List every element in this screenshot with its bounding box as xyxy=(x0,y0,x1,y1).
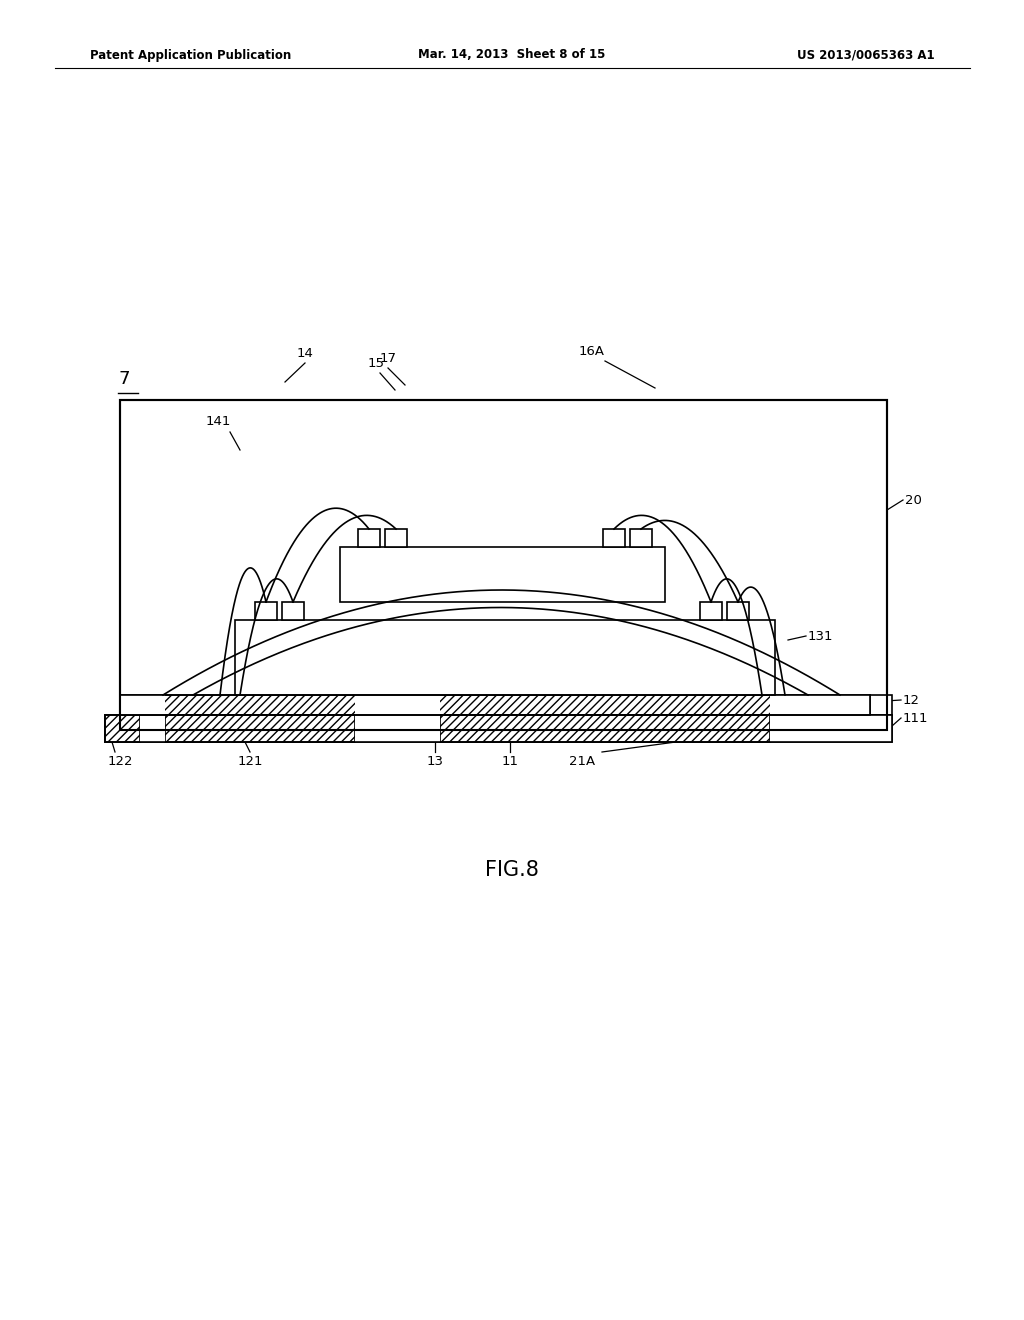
Text: Mar. 14, 2013  Sheet 8 of 15: Mar. 14, 2013 Sheet 8 of 15 xyxy=(419,49,605,62)
Text: 13: 13 xyxy=(427,755,443,768)
Text: 11: 11 xyxy=(502,755,518,768)
Bar xyxy=(234,620,775,696)
Bar xyxy=(630,529,652,546)
Bar xyxy=(385,529,407,546)
Bar xyxy=(440,715,770,742)
Bar xyxy=(355,696,440,715)
Bar xyxy=(282,602,304,620)
Bar xyxy=(255,602,278,620)
Bar xyxy=(120,696,165,715)
Text: 122: 122 xyxy=(108,755,133,768)
Bar xyxy=(105,715,892,742)
Bar xyxy=(355,715,440,742)
Text: FIG.8: FIG.8 xyxy=(485,861,539,880)
Bar xyxy=(165,715,355,742)
Text: 21A: 21A xyxy=(569,755,595,768)
Text: 131: 131 xyxy=(808,630,834,643)
Text: 17: 17 xyxy=(380,352,396,366)
Bar xyxy=(120,696,870,715)
Bar xyxy=(770,715,892,742)
Bar xyxy=(700,602,722,620)
Bar xyxy=(770,696,870,715)
Bar xyxy=(358,529,380,546)
Text: Patent Application Publication: Patent Application Publication xyxy=(90,49,291,62)
Text: 141: 141 xyxy=(206,414,230,428)
Bar xyxy=(727,602,749,620)
Bar xyxy=(603,529,625,546)
Text: 7: 7 xyxy=(118,370,129,388)
Text: 16A: 16A xyxy=(579,345,605,358)
Bar xyxy=(105,715,140,742)
Bar xyxy=(120,400,887,730)
Text: 121: 121 xyxy=(238,755,263,768)
Text: 12: 12 xyxy=(903,693,920,706)
Text: US 2013/0065363 A1: US 2013/0065363 A1 xyxy=(798,49,935,62)
Bar xyxy=(140,715,165,742)
Text: 14: 14 xyxy=(297,347,313,360)
Bar xyxy=(120,696,870,715)
Bar xyxy=(120,400,887,730)
Text: 15: 15 xyxy=(368,356,384,370)
Text: 20: 20 xyxy=(905,494,922,507)
Bar xyxy=(105,715,892,742)
Text: 111: 111 xyxy=(903,711,929,725)
Bar xyxy=(340,546,665,602)
Bar xyxy=(870,696,892,715)
